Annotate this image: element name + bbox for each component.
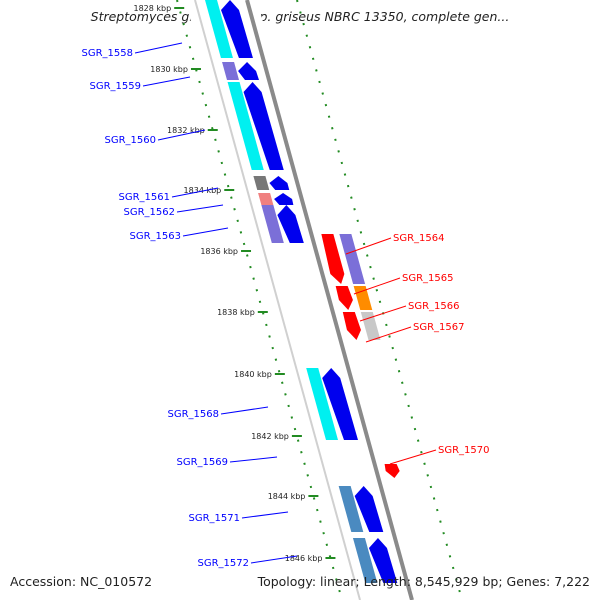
gene-box-minus <box>253 176 270 190</box>
gene-arrow-minus <box>322 368 358 440</box>
gene-arrow-plus <box>342 312 361 340</box>
genome-axis-inner-line <box>194 0 361 600</box>
gene-label: SGR_1559 <box>90 81 142 92</box>
gene-label-leader <box>389 449 437 465</box>
gene-arrow-minus <box>354 486 384 532</box>
kbp-label: 1828 kbp <box>133 4 171 13</box>
gene-box-minus <box>352 538 378 583</box>
gene-arrow-plus <box>321 234 345 284</box>
gene-arrow-plus <box>384 464 400 478</box>
gene-label-leader <box>250 555 298 564</box>
gene-arrow-minus <box>277 205 304 243</box>
gene-label: SGR_1569 <box>177 457 229 468</box>
gene-label-leader <box>176 204 224 213</box>
strand-band <box>185 0 422 600</box>
kbp-label: 1834 kbp <box>184 186 222 195</box>
gene-arrow-minus <box>274 193 294 205</box>
gene-label: SGR_1565 <box>402 273 454 284</box>
gene-arrow-minus <box>269 176 290 190</box>
gene-label: SGR_1571 <box>189 513 241 524</box>
gene-arrow-plus <box>335 286 353 310</box>
accession-label: Accession: NC_010572 <box>10 574 153 589</box>
gene-label-leader <box>365 326 412 343</box>
gene-label: SGR_1567 <box>413 322 465 333</box>
kbp-label: 1846 kbp <box>285 554 323 563</box>
kbp-label: 1838 kbp <box>217 308 255 317</box>
kbp-label: 1844 kbp <box>268 492 306 501</box>
gene-label-leader <box>359 305 407 322</box>
gene-box-minus <box>205 0 233 58</box>
gene-box-minus <box>222 62 239 80</box>
gene-label-leader <box>134 42 183 54</box>
gene-label: SGR_1562 <box>124 207 176 218</box>
gene-label-leader <box>142 76 191 87</box>
gene-label: SGR_1566 <box>408 301 460 312</box>
genome-axis-line <box>245 0 414 600</box>
gene-label: SGR_1563 <box>130 231 182 242</box>
gene-label: SGR_1570 <box>438 445 490 456</box>
kbp-label: 1830 kbp <box>150 65 188 74</box>
kbp-label: 1836 kbp <box>200 247 238 256</box>
gene-label: SGR_1561 <box>119 192 171 203</box>
gene-box-minus <box>338 486 364 532</box>
gene-label-leader <box>157 129 206 141</box>
gene-label: SGR_1564 <box>393 233 445 244</box>
gene-box-minus <box>258 193 274 205</box>
kbp-label: 1842 kbp <box>251 432 289 441</box>
kbp-label: 1840 kbp <box>234 370 272 379</box>
gene-label-leader <box>353 277 401 295</box>
gene-box-plus <box>360 312 381 340</box>
gene-label: SGR_1558 <box>82 48 134 59</box>
gene-label: SGR_1560 <box>105 135 157 146</box>
gene-box-plus <box>353 286 373 310</box>
gene-arrow-minus <box>238 62 259 80</box>
gene-arrow-minus <box>368 538 398 583</box>
gene-label-leader <box>241 511 289 519</box>
gene-label: SGR_1568 <box>168 409 220 420</box>
kbp-label: 1832 kbp <box>167 126 205 135</box>
gene-arrow-minus <box>243 82 284 170</box>
gene-label-leader <box>220 406 269 415</box>
gene-arrow-minus <box>221 0 253 58</box>
gene-label-leader <box>229 456 278 463</box>
gene-label: SGR_1572 <box>198 558 250 569</box>
gene-label-leader <box>182 227 229 237</box>
gene-box-minus <box>306 368 338 440</box>
gene-box-minus <box>261 205 284 243</box>
gene-box-plus <box>339 234 366 284</box>
gene-label-leader <box>345 237 392 255</box>
gene-box-minus <box>227 82 264 170</box>
genome-summary: Topology: linear; Length: 8,545,929 bp; … <box>257 574 590 589</box>
gene-label-leader <box>171 187 219 198</box>
